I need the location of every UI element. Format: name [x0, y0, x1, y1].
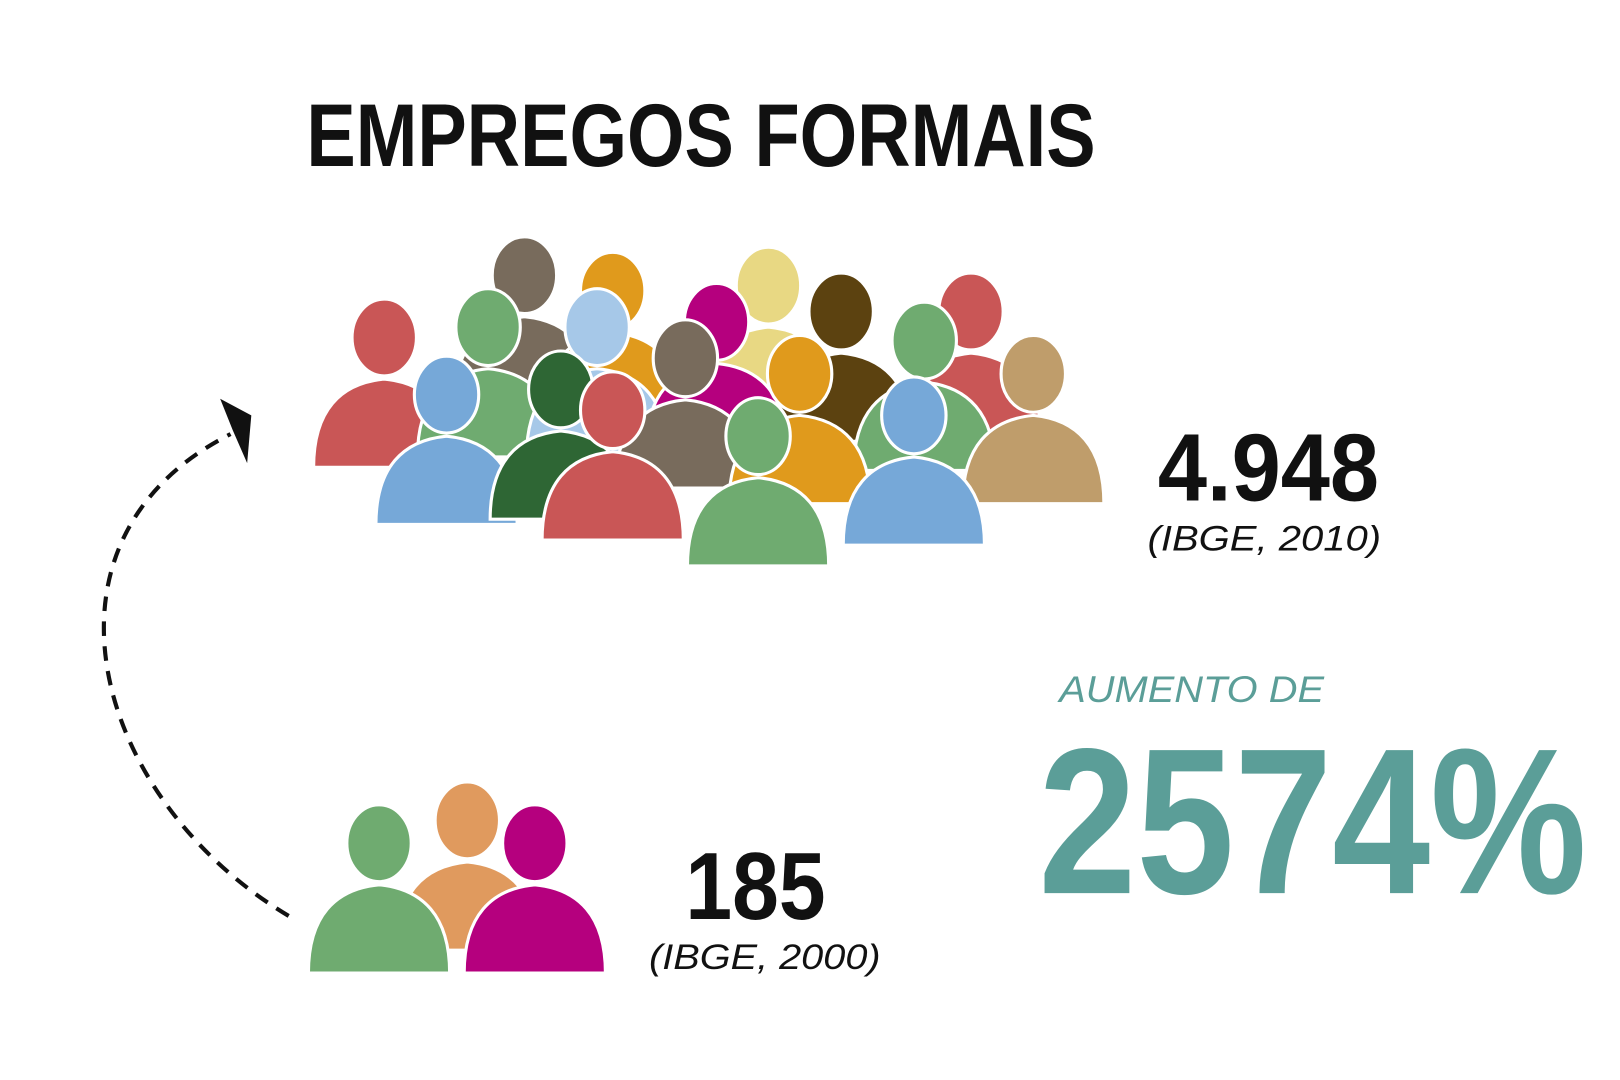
person-head	[490, 235, 559, 316]
person-head	[412, 354, 481, 435]
person-head	[807, 271, 875, 352]
person-body	[841, 455, 987, 547]
crowd-icons	[312, 235, 1106, 568]
person-head	[578, 370, 647, 451]
arrow-head	[220, 398, 252, 464]
person-head	[350, 297, 418, 378]
person-head	[651, 318, 720, 399]
person-head	[433, 780, 502, 861]
person-icon	[462, 803, 607, 975]
person-icon	[540, 370, 685, 542]
person-head	[999, 333, 1068, 414]
person-body	[540, 450, 685, 542]
person-icon	[374, 354, 519, 526]
title: EMPREGOS FORMAIS	[306, 85, 1095, 185]
increase-label: AUMENTO DE	[1057, 668, 1325, 710]
person-head	[765, 333, 834, 414]
current-source: (IBGE, 2010)	[1148, 519, 1382, 558]
small-group-icons	[306, 780, 607, 975]
person-body	[462, 883, 607, 975]
growth-arrow	[101, 432, 290, 918]
previous-source: (IBGE, 2000)	[649, 938, 881, 977]
person-body	[961, 413, 1106, 506]
person-head	[345, 803, 413, 884]
person-head	[880, 375, 948, 456]
person-head	[890, 300, 958, 381]
person-icon	[841, 375, 987, 547]
increase-value: 2574%	[1038, 706, 1586, 938]
person-body	[685, 476, 831, 568]
person-icon	[961, 333, 1106, 506]
person-body	[306, 883, 452, 975]
current-value: 4.948	[1158, 416, 1379, 522]
person-head	[454, 287, 522, 368]
person-icon	[685, 396, 831, 568]
person-head	[724, 396, 792, 477]
person-head	[734, 245, 803, 326]
person-icon	[306, 803, 452, 975]
person-head	[501, 803, 569, 884]
previous-value: 185	[685, 834, 825, 940]
person-head	[563, 287, 631, 368]
